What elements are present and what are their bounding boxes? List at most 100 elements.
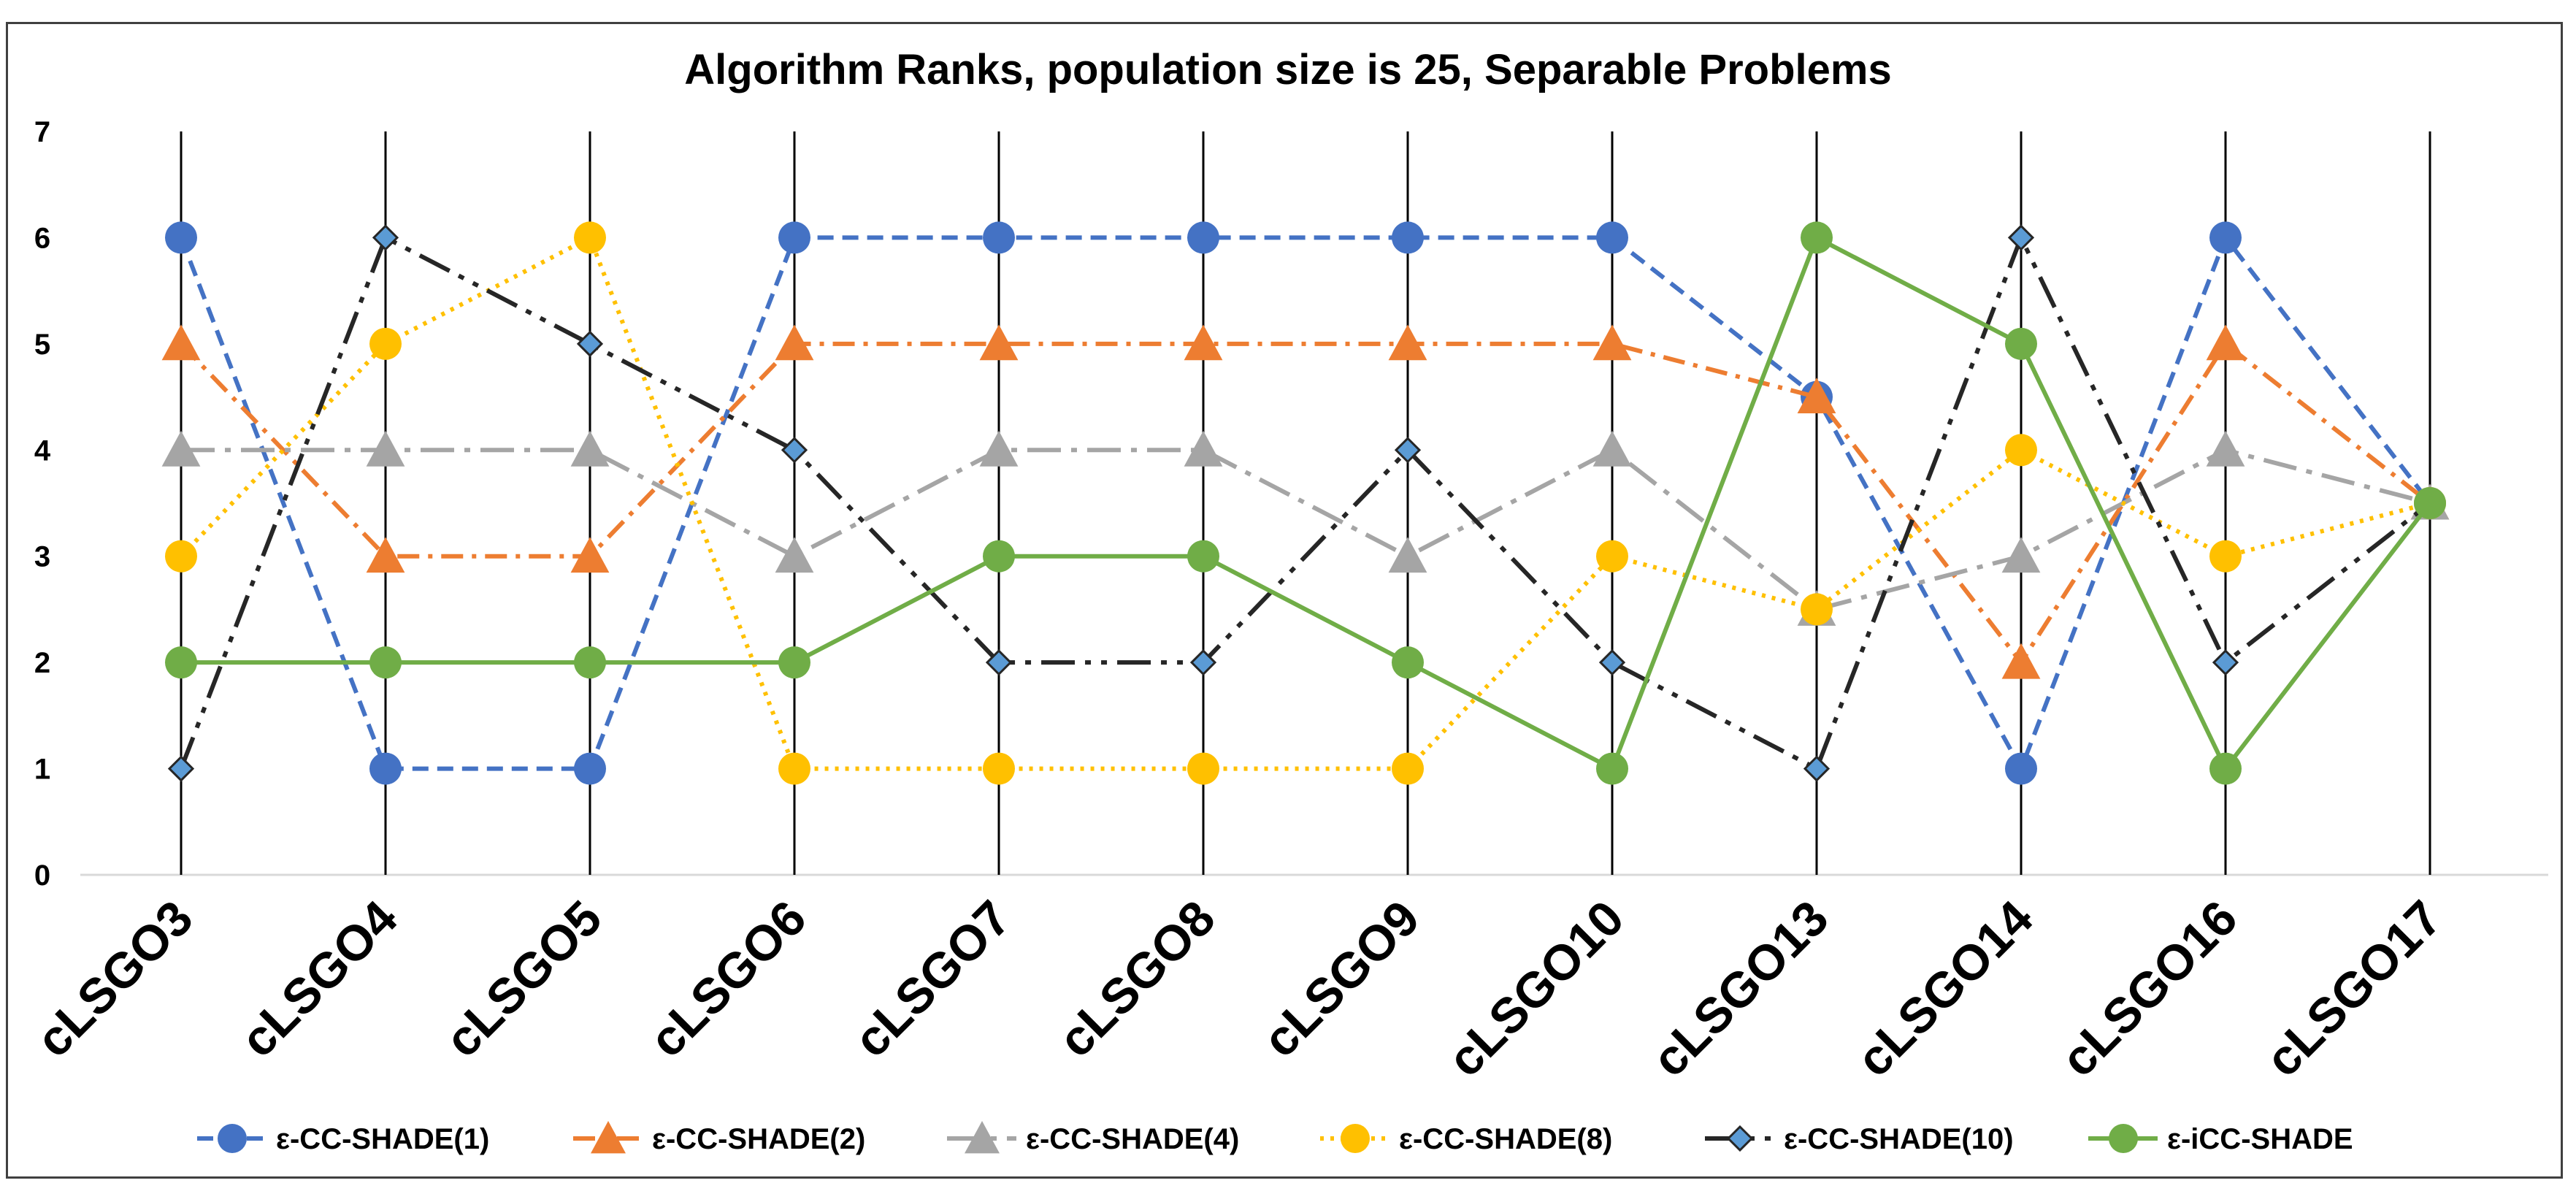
data-point xyxy=(570,537,610,573)
x-tick-label: cLSGO13 xyxy=(1641,890,1839,1087)
data-point xyxy=(369,752,402,785)
data-point xyxy=(1598,649,1626,676)
data-point xyxy=(1388,324,1427,361)
data-point xyxy=(2206,324,2245,361)
data-point xyxy=(1797,378,1836,414)
data-point xyxy=(165,540,197,573)
data-point xyxy=(2209,752,2242,785)
series-lines xyxy=(161,221,2450,785)
data-point xyxy=(979,324,1019,361)
chart-title: Algorithm Ranks, population size is 25, … xyxy=(684,46,1891,93)
data-point xyxy=(2001,643,2041,679)
legend-marker xyxy=(2109,1124,2138,1153)
data-point xyxy=(1187,221,1219,254)
legend-label: ε-iCC-SHADE xyxy=(2167,1123,2353,1155)
data-point xyxy=(778,752,810,785)
data-point xyxy=(979,430,1019,467)
series-line xyxy=(179,341,2431,665)
y-tick-label: 6 xyxy=(34,222,50,254)
series-line xyxy=(179,235,2432,771)
series-line xyxy=(181,235,2432,771)
data-point xyxy=(983,752,1015,785)
series-line xyxy=(179,235,2431,771)
series-line xyxy=(181,448,2431,612)
legend-label: ε-CC-SHADE(4) xyxy=(1026,1123,1239,1155)
x-tick-label: cLSGO8 xyxy=(1048,890,1225,1068)
x-tick-label: cLSGO10 xyxy=(1437,890,1634,1087)
legend-label: ε-CC-SHADE(2) xyxy=(652,1123,865,1155)
data-point xyxy=(1184,430,1223,467)
data-point xyxy=(366,537,405,573)
data-point xyxy=(1388,537,1427,573)
y-tick-label: 5 xyxy=(34,329,50,361)
data-point xyxy=(2206,430,2245,467)
data-point xyxy=(2209,540,2242,573)
legend-item: ε-iCC-SHADE xyxy=(2088,1123,2353,1155)
data-point xyxy=(161,430,201,467)
data-point xyxy=(574,221,606,254)
series-line xyxy=(179,235,2431,771)
grid-lines xyxy=(80,131,2548,876)
y-tick-label: 4 xyxy=(34,435,51,467)
data-point xyxy=(369,646,402,679)
legend: ε-CC-SHADE(1) ε-CC-SHADE(2) ε-CC-SHADE(4) ε… xyxy=(197,1121,2353,1155)
data-point xyxy=(2005,752,2037,785)
data-point xyxy=(1801,221,1833,254)
legend-marker xyxy=(591,1121,626,1154)
data-point xyxy=(574,646,606,679)
data-point xyxy=(165,221,197,254)
data-point xyxy=(2001,537,2041,573)
data-point xyxy=(983,540,1015,573)
legend-item: ε-CC-SHADE(4) xyxy=(947,1121,1239,1155)
legend-item: ε-CC-SHADE(1) xyxy=(197,1123,489,1155)
data-point xyxy=(1592,430,1632,467)
legend-item: ε-CC-SHADE(8) xyxy=(1320,1123,1612,1155)
legend-marker xyxy=(1726,1125,1754,1152)
data-point xyxy=(1392,752,1424,785)
data-point xyxy=(2005,327,2037,360)
series-1 xyxy=(165,221,2446,785)
data-point xyxy=(1184,324,1223,361)
data-point xyxy=(576,330,604,357)
x-tick-label: cLSGO4 xyxy=(230,890,408,1068)
data-point xyxy=(1596,221,1628,254)
legend-label: ε-CC-SHADE(8) xyxy=(1399,1123,1612,1155)
data-point xyxy=(1803,755,1831,782)
data-point xyxy=(1592,324,1632,361)
data-point xyxy=(369,327,402,360)
legend-label: ε-CC-SHADE(10) xyxy=(1784,1123,2014,1155)
data-point xyxy=(775,537,814,573)
data-point xyxy=(366,430,405,467)
series-2 xyxy=(161,324,2450,679)
data-point xyxy=(1187,752,1219,785)
x-tick-label: cLSGO7 xyxy=(843,890,1021,1068)
data-point xyxy=(2007,224,2035,251)
y-tick-label: 7 xyxy=(34,116,50,148)
series-4 xyxy=(165,221,2446,785)
data-point xyxy=(775,324,814,361)
data-point xyxy=(570,430,610,467)
y-tick-label: 3 xyxy=(34,541,50,573)
x-tick-label: cLSGO6 xyxy=(639,890,816,1068)
data-point xyxy=(372,224,399,251)
data-point xyxy=(1392,646,1424,679)
series-6 xyxy=(165,221,2446,785)
data-point xyxy=(2212,649,2239,676)
x-tick-label: cLSGO5 xyxy=(434,890,612,1068)
y-tick-label: 0 xyxy=(34,860,50,892)
data-point xyxy=(161,324,201,361)
data-point xyxy=(2209,221,2242,254)
data-point xyxy=(1394,437,1422,464)
x-axis-ticks: cLSGO3 cLSGO4 cLSGO5 cLSGO6 cLSGO7 cLSGO8 cLSG… xyxy=(26,890,2452,1087)
x-tick-label: cLSGO9 xyxy=(1252,890,1430,1068)
legend-label: ε-CC-SHADE(1) xyxy=(276,1123,489,1155)
x-tick-label: cLSGO16 xyxy=(2050,890,2247,1087)
data-point xyxy=(574,752,606,785)
y-axis-ticks: 0 1 2 3 4 5 6 7 xyxy=(34,116,51,892)
x-tick-label: cLSGO14 xyxy=(1846,890,2043,1087)
y-tick-label: 1 xyxy=(34,754,50,786)
legend-marker xyxy=(965,1121,1000,1154)
data-point xyxy=(1187,540,1219,573)
legend-marker xyxy=(218,1124,247,1153)
